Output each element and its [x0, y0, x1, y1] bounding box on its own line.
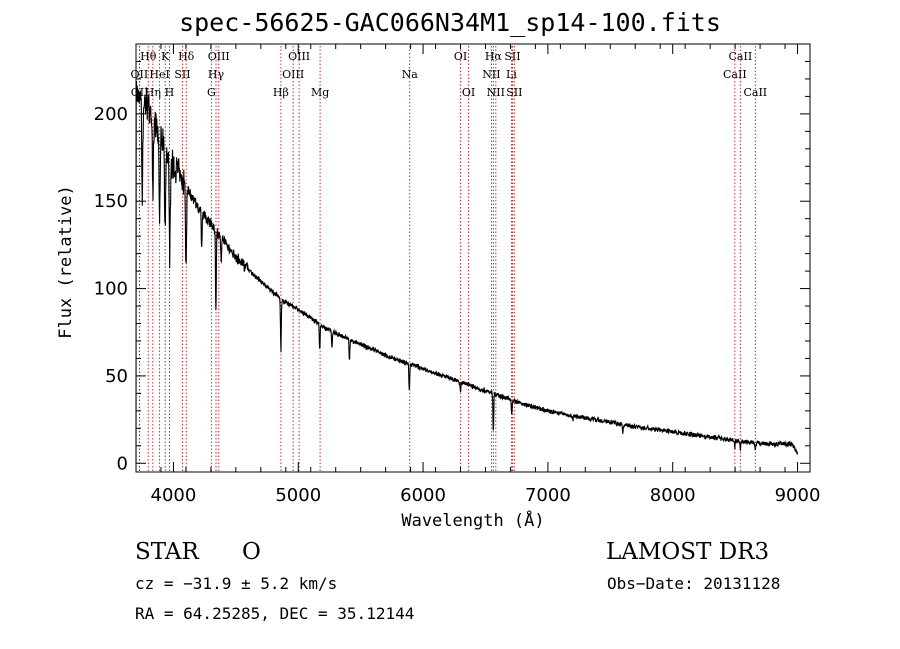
- spectral-line-label: OIII: [282, 68, 304, 81]
- y-axis-label: Flux (relative): [56, 185, 76, 339]
- spectral-line-label: Hγ: [208, 68, 225, 81]
- spectral-line-label: Hη: [145, 86, 161, 99]
- x-tick-label: 6000: [400, 485, 446, 506]
- spectral-line-markers: [138, 46, 756, 472]
- spectral-line-label: CaII: [729, 50, 753, 63]
- x-tick-label: 8000: [650, 485, 696, 506]
- spectral-line-label: Na: [402, 68, 419, 81]
- spectral-line-label: OIII: [288, 50, 310, 63]
- x-tick-label: 9000: [775, 485, 821, 506]
- axis-ticks: 4000 5000 6000 7000 8000 9000 0 50 100 150 200: [94, 43, 821, 506]
- plot-frame: [135, 43, 811, 473]
- y-tick-label: 200: [94, 104, 128, 125]
- object-subclass: O: [242, 539, 261, 565]
- spectral-line-label: Hβ: [273, 86, 289, 99]
- redshift-cz: cz = −31.9 ± 5.2 km/s: [135, 574, 338, 593]
- spectral-line-label: CaII: [743, 86, 767, 99]
- spectral-line-label: CaII: [723, 68, 747, 81]
- survey-name: LAMOST DR3: [606, 539, 770, 565]
- y-tick-label: 150: [94, 191, 128, 212]
- spectral-line-label: K: [161, 50, 170, 63]
- spectral-line-label: NII: [482, 68, 500, 81]
- spectral-line-label: OII: [131, 86, 149, 99]
- spectral-line-label: G: [207, 86, 216, 99]
- chart-title: spec-56625-GAC066N34M1_sp14-100.fits: [179, 8, 721, 37]
- coordinates: RA = 64.25285, DEC = 35.12144: [135, 604, 415, 623]
- spectral-line-label: Hθ: [140, 50, 157, 63]
- spectral-line-label: Hα: [485, 50, 503, 63]
- x-tick-label: 7000: [525, 485, 571, 506]
- obs-date: Obs−Date: 20131128: [607, 574, 781, 593]
- y-tick-label: 100: [94, 279, 128, 300]
- spectral-line-label: SII: [506, 86, 522, 99]
- spectral-line-label: SII: [504, 50, 520, 63]
- spectral-line-label: NII: [487, 86, 505, 99]
- x-tick-label: 5000: [275, 485, 321, 506]
- x-tick-label: 4000: [151, 485, 197, 506]
- spectral-line-label: H: [165, 86, 175, 99]
- spectral-line-label: Li: [506, 68, 517, 81]
- spectral-line-label: Mg: [311, 86, 329, 99]
- spectral-line-label: OII: [131, 68, 149, 81]
- spectrum-series-line: [135, 81, 799, 464]
- y-tick-label: 50: [105, 366, 128, 387]
- spectral-line-label: Hδ: [178, 50, 195, 63]
- y-tick-label: 0: [117, 453, 128, 474]
- x-axis-label: Wavelength (Å): [401, 511, 545, 531]
- spectral-line-label: HeI: [149, 68, 169, 81]
- spectral-line-label: OIII: [208, 50, 230, 63]
- spectral-line-label: OI: [454, 50, 467, 63]
- spectral-line-label: SII: [174, 68, 190, 81]
- spectral-line-label: OI: [462, 86, 475, 99]
- object-class: STAR: [135, 539, 199, 565]
